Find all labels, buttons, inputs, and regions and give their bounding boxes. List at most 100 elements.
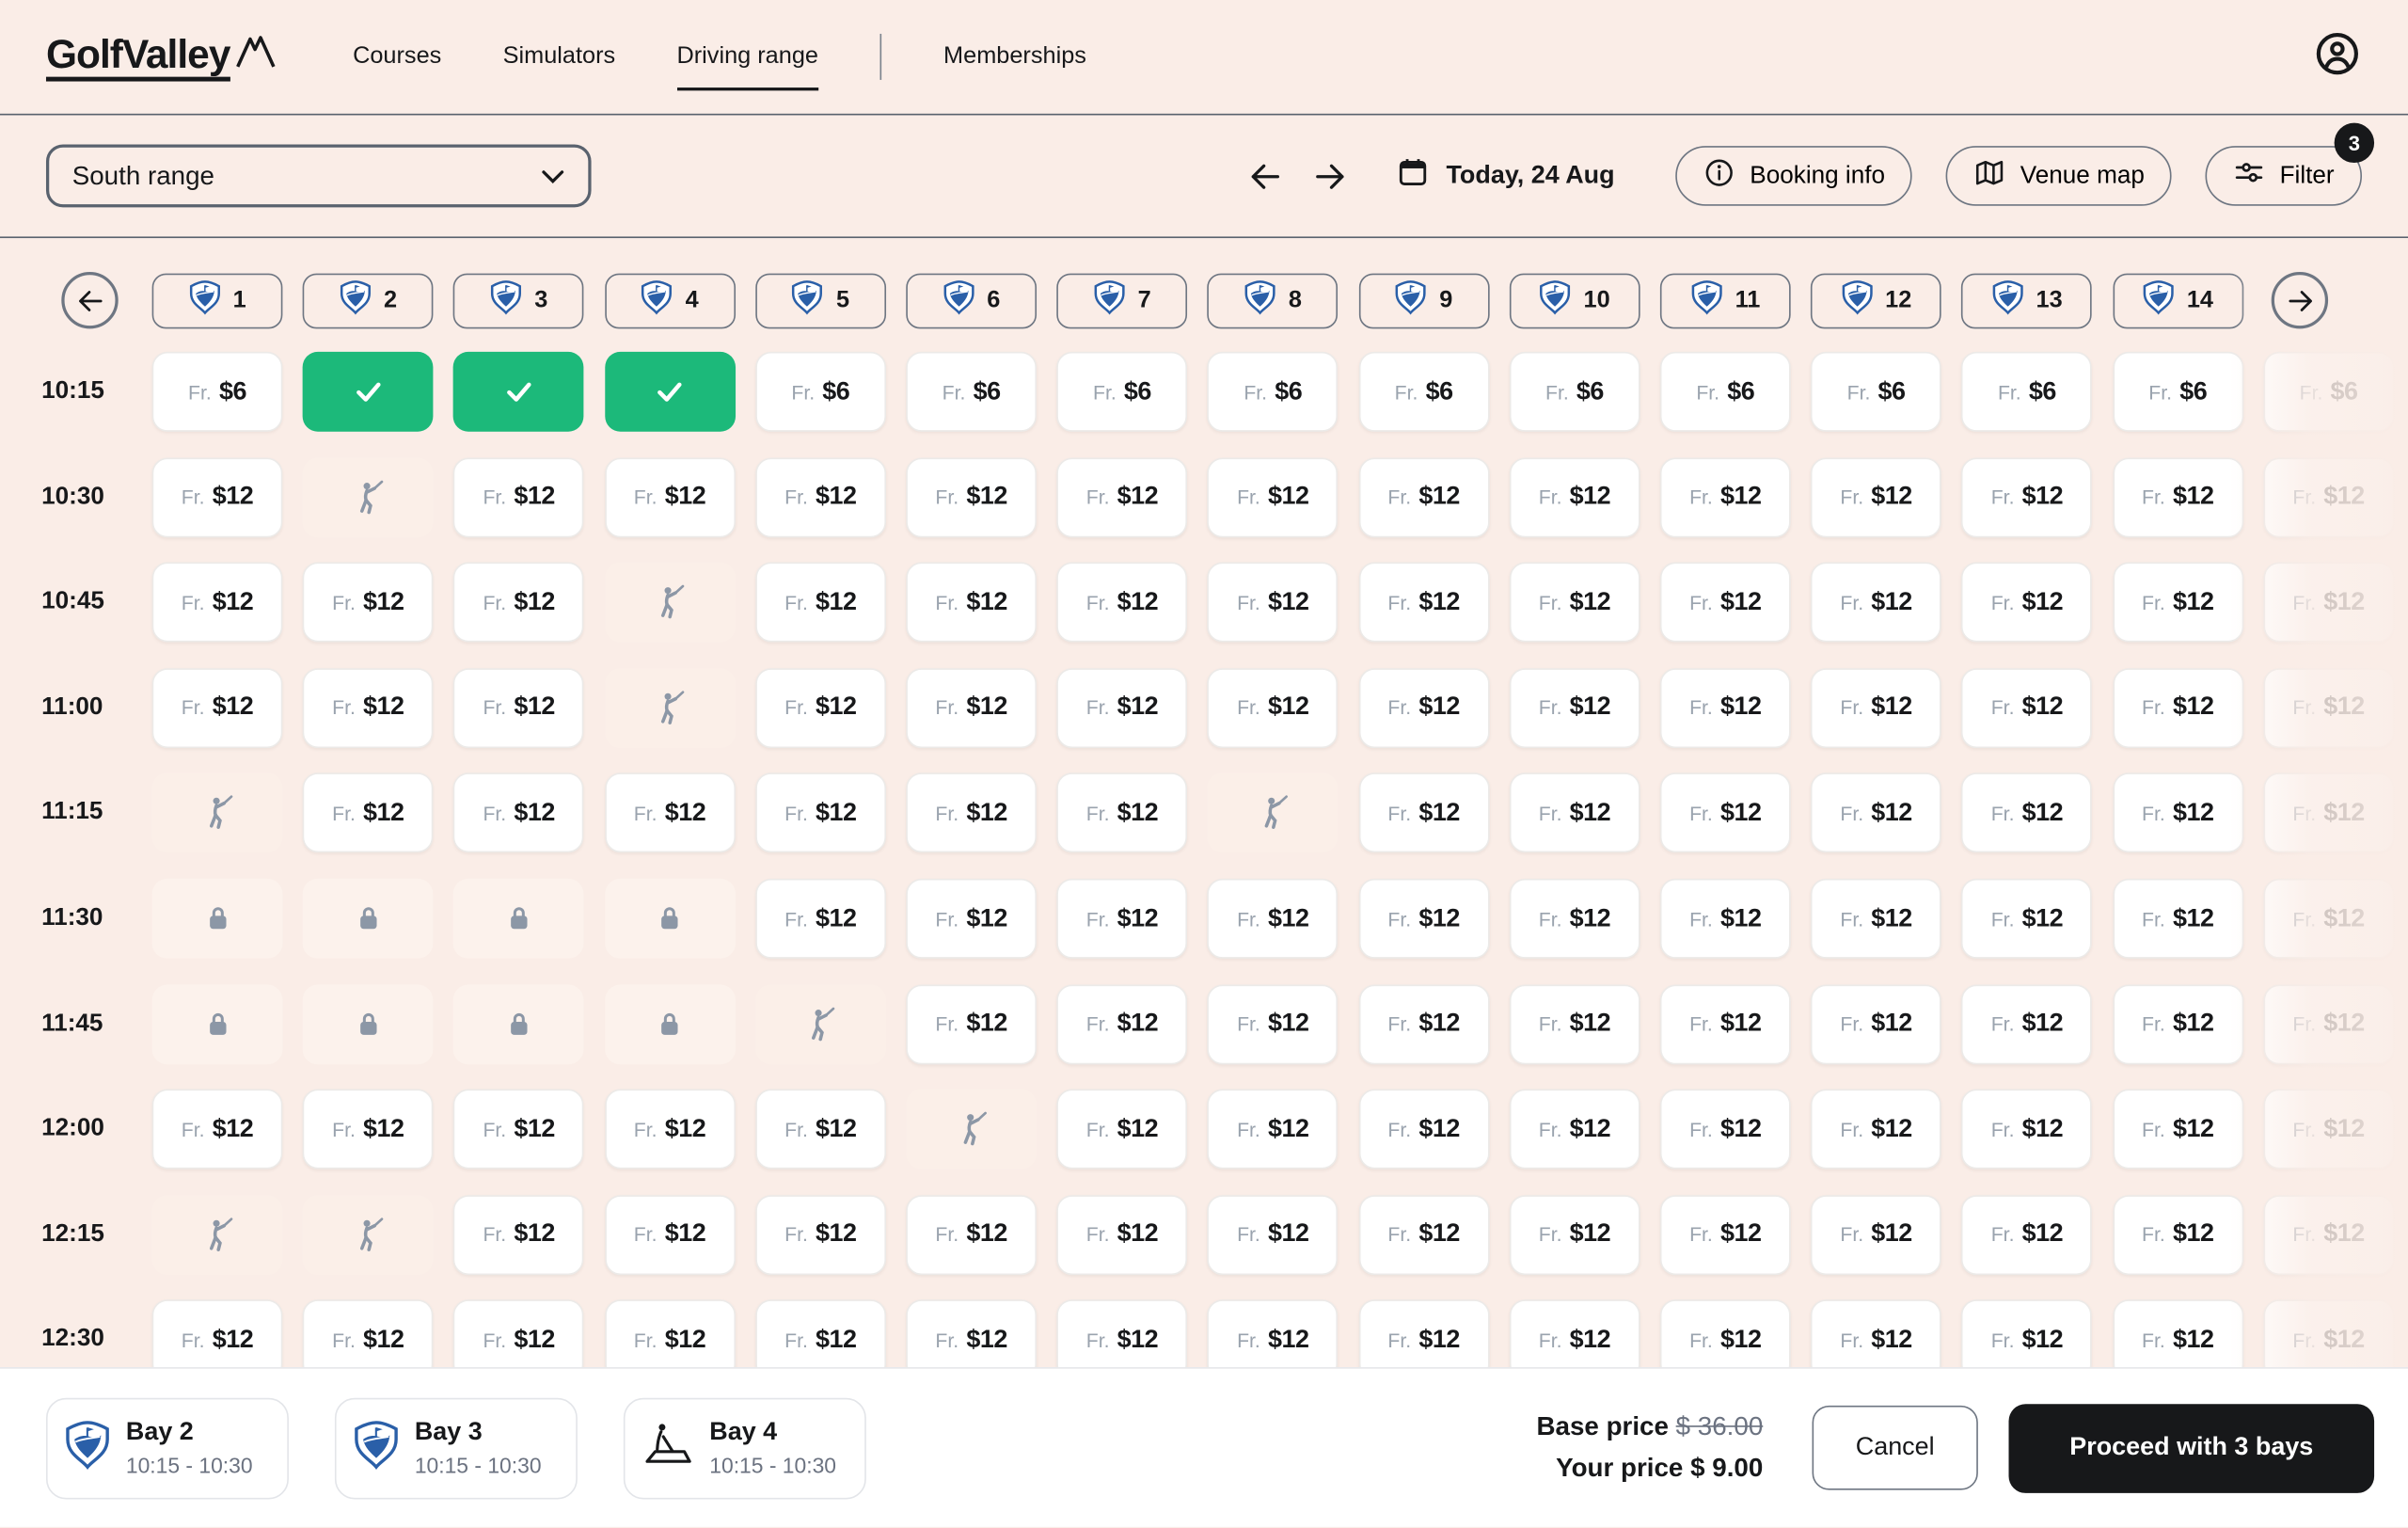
slot-cell[interactable]: Fr.$6 xyxy=(1057,352,1188,432)
slot-cell[interactable]: Fr.$12 xyxy=(1660,668,1791,748)
bay-header-6[interactable]: 6 xyxy=(906,274,1037,329)
slot-cell[interactable]: Fr.$6 xyxy=(906,352,1037,432)
slot-cell[interactable]: Fr.$12 xyxy=(2263,1195,2394,1275)
slot-cell[interactable]: Fr.$12 xyxy=(906,984,1037,1064)
slot-cell[interactable]: Fr.$12 xyxy=(152,1090,283,1170)
slot-cell[interactable]: Fr.$12 xyxy=(906,457,1037,537)
slot-cell[interactable]: Fr.$12 xyxy=(1057,1090,1188,1170)
slot-cell[interactable]: Fr.$12 xyxy=(1660,984,1791,1064)
bay-header-7[interactable]: 7 xyxy=(1057,274,1188,329)
slot-cell[interactable]: Fr.$12 xyxy=(2263,1090,2394,1170)
slot-cell[interactable]: Fr.$12 xyxy=(1962,879,2093,959)
slot-cell[interactable]: Fr.$12 xyxy=(1811,1090,1941,1170)
slot-cell[interactable]: Fr.$12 xyxy=(1358,668,1489,748)
nav-item-courses[interactable]: Courses xyxy=(353,43,441,71)
slot-cell[interactable]: Fr.$12 xyxy=(1660,1300,1791,1367)
venue-map-button[interactable]: Venue map xyxy=(1946,146,2172,206)
slot-cell[interactable]: Fr.$12 xyxy=(755,563,886,643)
slot-cell[interactable]: Fr.$12 xyxy=(1057,668,1188,748)
slot-cell[interactable]: Fr.$6 xyxy=(755,352,886,432)
slot-cell[interactable] xyxy=(453,352,584,432)
slot-cell[interactable]: Fr.$12 xyxy=(1660,457,1791,537)
nav-item-simulators[interactable]: Simulators xyxy=(503,43,616,71)
slot-cell[interactable]: Fr.$12 xyxy=(453,668,584,748)
slot-cell[interactable]: Fr.$12 xyxy=(1057,457,1188,537)
slot-cell[interactable]: Fr.$12 xyxy=(1358,457,1489,537)
slot-cell[interactable]: Fr.$6 xyxy=(1358,352,1489,432)
slot-cell[interactable]: Fr.$12 xyxy=(2263,773,2394,853)
next-day-button[interactable] xyxy=(1309,156,1349,196)
cancel-button[interactable]: Cancel xyxy=(1813,1406,1978,1490)
bay-header-1[interactable]: 1 xyxy=(152,274,283,329)
slot-cell[interactable]: Fr.$12 xyxy=(1057,1195,1188,1275)
slot-cell[interactable]: Fr.$6 xyxy=(1811,352,1941,432)
bay-header-10[interactable]: 10 xyxy=(1510,274,1640,329)
date-picker[interactable]: Today, 24 Aug xyxy=(1396,155,1615,197)
slot-cell[interactable]: Fr.$12 xyxy=(1510,457,1640,537)
slot-cell[interactable]: Fr.$12 xyxy=(755,773,886,853)
slot-cell[interactable]: Fr.$12 xyxy=(2263,879,2394,959)
slot-cell[interactable] xyxy=(303,352,434,432)
slot-cell[interactable]: Fr.$12 xyxy=(906,879,1037,959)
slot-cell[interactable]: Fr.$12 xyxy=(1962,563,2093,643)
bay-header-3[interactable]: 3 xyxy=(453,274,584,329)
slot-cell[interactable]: Fr.$12 xyxy=(2113,879,2243,959)
slot-cell[interactable]: Fr.$12 xyxy=(1208,984,1339,1064)
slot-cell[interactable]: Fr.$12 xyxy=(303,563,434,643)
slot-cell[interactable]: Fr.$12 xyxy=(755,457,886,537)
slot-cell[interactable]: Fr.$12 xyxy=(303,1090,434,1170)
slot-cell[interactable]: Fr.$12 xyxy=(303,668,434,748)
slot-cell[interactable]: Fr.$12 xyxy=(605,1300,736,1367)
slot-cell[interactable]: Fr.$12 xyxy=(2263,457,2394,537)
slot-cell[interactable]: Fr.$12 xyxy=(303,1300,434,1367)
slot-cell[interactable]: Fr.$12 xyxy=(1208,1195,1339,1275)
slot-cell[interactable]: Fr.$12 xyxy=(755,668,886,748)
slot-cell[interactable]: Fr.$12 xyxy=(1811,773,1941,853)
slot-cell[interactable]: Fr.$12 xyxy=(1811,563,1941,643)
slot-cell[interactable]: Fr.$12 xyxy=(2113,668,2243,748)
bay-header-11[interactable]: 11 xyxy=(1660,274,1791,329)
slot-cell[interactable]: Fr.$6 xyxy=(2113,352,2243,432)
slot-cell[interactable]: Fr.$12 xyxy=(2113,563,2243,643)
slot-cell[interactable]: Fr.$12 xyxy=(2113,1195,2243,1275)
slot-cell[interactable]: Fr.$12 xyxy=(2113,773,2243,853)
slot-cell[interactable]: Fr.$12 xyxy=(1208,457,1339,537)
slot-cell[interactable]: Fr.$12 xyxy=(1510,668,1640,748)
slot-cell[interactable]: Fr.$6 xyxy=(2263,352,2394,432)
slot-cell[interactable]: Fr.$12 xyxy=(906,1300,1037,1367)
slot-cell[interactable]: Fr.$12 xyxy=(1811,984,1941,1064)
bay-header-5[interactable]: 5 xyxy=(755,274,886,329)
slot-cell[interactable]: Fr.$12 xyxy=(1962,1195,2093,1275)
slot-cell[interactable]: Fr.$12 xyxy=(1660,773,1791,853)
slot-cell[interactable]: Fr.$12 xyxy=(152,668,283,748)
slot-cell[interactable]: Fr.$12 xyxy=(1510,1090,1640,1170)
slot-cell[interactable]: Fr.$12 xyxy=(453,563,584,643)
bay-header-9[interactable]: 9 xyxy=(1358,274,1489,329)
slot-cell[interactable]: Fr.$6 xyxy=(152,352,283,432)
slot-cell[interactable]: Fr.$12 xyxy=(1962,457,2093,537)
slot-cell[interactable]: Fr.$12 xyxy=(1358,773,1489,853)
previous-day-button[interactable] xyxy=(1245,156,1285,196)
slot-cell[interactable]: Fr.$6 xyxy=(1962,352,2093,432)
bay-header-12[interactable]: 12 xyxy=(1811,274,1941,329)
slot-cell[interactable]: Fr.$12 xyxy=(1358,879,1489,959)
slot-cell[interactable]: Fr.$12 xyxy=(1510,879,1640,959)
slot-cell[interactable]: Fr.$12 xyxy=(1057,984,1188,1064)
selected-bay-chip[interactable]: Bay 4 10:15 - 10:30 xyxy=(624,1397,866,1499)
slot-cell[interactable]: Fr.$12 xyxy=(2113,457,2243,537)
slot-cell[interactable]: Fr.$12 xyxy=(1660,1090,1791,1170)
proceed-button[interactable]: Proceed with 3 bays xyxy=(2009,1403,2375,1492)
slot-cell[interactable]: Fr.$12 xyxy=(1811,879,1941,959)
slot-cell[interactable]: Fr.$12 xyxy=(1057,879,1188,959)
slot-cell[interactable]: Fr.$12 xyxy=(1208,668,1339,748)
slot-cell[interactable]: Fr.$12 xyxy=(1208,879,1339,959)
slot-cell[interactable]: Fr.$12 xyxy=(453,1300,584,1367)
slot-cell[interactable]: Fr.$6 xyxy=(1660,352,1791,432)
account-avatar-button[interactable] xyxy=(2313,32,2362,81)
slot-cell[interactable]: Fr.$12 xyxy=(1358,1090,1489,1170)
next-bays-button[interactable] xyxy=(2272,272,2328,328)
slot-cell[interactable]: Fr.$12 xyxy=(1358,1300,1489,1367)
slot-cell[interactable]: Fr.$12 xyxy=(1208,1090,1339,1170)
slot-cell[interactable]: Fr.$12 xyxy=(605,457,736,537)
bay-header-14[interactable]: 14 xyxy=(2113,274,2243,329)
